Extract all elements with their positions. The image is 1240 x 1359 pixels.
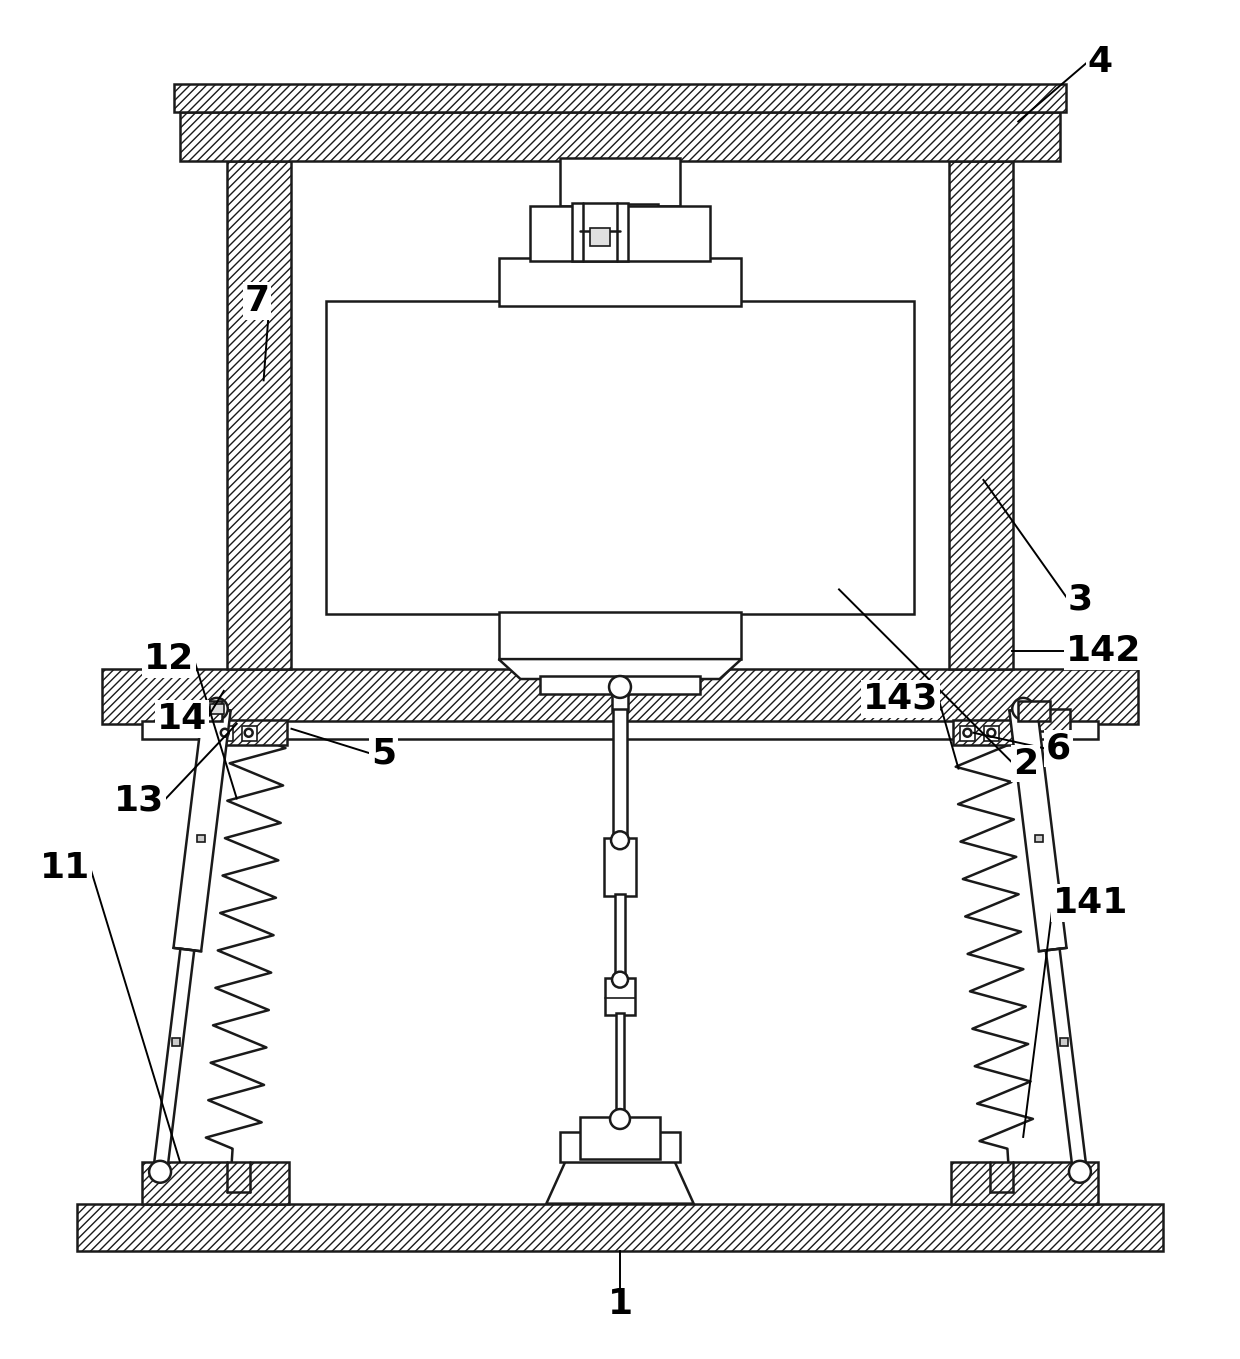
Bar [242, 726, 257, 741]
Bar [949, 162, 1013, 669]
Bar [615, 894, 625, 977]
Bar [616, 1014, 624, 1117]
Bar [218, 726, 233, 741]
Bar [498, 258, 742, 306]
Circle shape [609, 675, 631, 699]
Bar [951, 1162, 1097, 1204]
Bar [560, 159, 680, 207]
Bar [174, 84, 1066, 111]
Bar [961, 726, 976, 741]
Bar [613, 685, 627, 711]
Polygon shape [498, 659, 742, 680]
Text: 12: 12 [144, 641, 193, 675]
Bar [985, 726, 999, 741]
Bar [190, 701, 222, 720]
Bar [143, 1162, 289, 1204]
Text: 13: 13 [114, 783, 164, 818]
Bar [143, 720, 1097, 739]
Text: 6: 6 [1047, 731, 1071, 765]
Circle shape [611, 832, 629, 849]
Circle shape [244, 728, 253, 737]
Bar [202, 723, 222, 737]
Text: 11: 11 [40, 851, 91, 885]
Text: 3: 3 [1068, 583, 1094, 617]
Text: 7: 7 [244, 284, 269, 318]
Bar [190, 701, 222, 720]
Bar [541, 675, 699, 694]
Text: 4: 4 [1087, 45, 1114, 79]
Text: 1: 1 [608, 1287, 632, 1321]
Circle shape [206, 699, 228, 720]
Bar [580, 1117, 660, 1159]
Bar [1018, 701, 1050, 720]
Bar [951, 1162, 1097, 1204]
Bar [326, 300, 914, 614]
Bar [180, 111, 1060, 162]
Circle shape [1012, 699, 1034, 720]
Bar [174, 84, 1066, 111]
Bar [103, 669, 1137, 724]
Text: 142: 142 [1066, 635, 1141, 669]
Bar [172, 1038, 180, 1046]
Bar [613, 709, 627, 839]
Bar [498, 613, 742, 659]
Bar [210, 720, 288, 745]
Circle shape [613, 972, 627, 988]
Polygon shape [1009, 707, 1066, 951]
Bar [604, 839, 636, 896]
Bar [227, 162, 291, 669]
Bar [590, 228, 610, 246]
Text: 2: 2 [1013, 746, 1038, 780]
Circle shape [221, 728, 228, 737]
Bar [170, 709, 218, 731]
Polygon shape [174, 707, 231, 951]
Bar [180, 111, 1060, 162]
Bar [1018, 701, 1050, 720]
Circle shape [963, 728, 971, 737]
Text: 143: 143 [863, 682, 939, 716]
Bar [560, 1132, 680, 1162]
Bar [170, 709, 218, 731]
Bar [605, 977, 635, 1015]
Circle shape [149, 1161, 171, 1182]
Text: 14: 14 [156, 701, 207, 735]
Text: 5: 5 [371, 737, 397, 771]
Bar [1035, 834, 1043, 843]
Circle shape [610, 1109, 630, 1129]
Bar [952, 720, 1030, 745]
Circle shape [1069, 1161, 1091, 1182]
Polygon shape [1045, 949, 1086, 1173]
Bar [531, 207, 709, 261]
Polygon shape [547, 1162, 693, 1204]
Bar [103, 669, 1137, 724]
Bar [210, 704, 223, 713]
Bar [1060, 1038, 1068, 1046]
Bar [952, 720, 1030, 745]
Bar [77, 1204, 1163, 1252]
Bar [1022, 709, 1070, 731]
Text: 141: 141 [1053, 886, 1128, 920]
Bar [77, 1204, 1163, 1252]
Bar [1022, 709, 1070, 731]
Polygon shape [154, 949, 195, 1173]
Bar [227, 162, 291, 669]
Bar [197, 834, 205, 843]
Bar [572, 202, 627, 261]
Bar [143, 1162, 289, 1204]
Circle shape [987, 728, 996, 737]
Bar [949, 162, 1013, 669]
Bar [582, 204, 658, 216]
Bar [1018, 723, 1038, 737]
Bar [210, 720, 288, 745]
